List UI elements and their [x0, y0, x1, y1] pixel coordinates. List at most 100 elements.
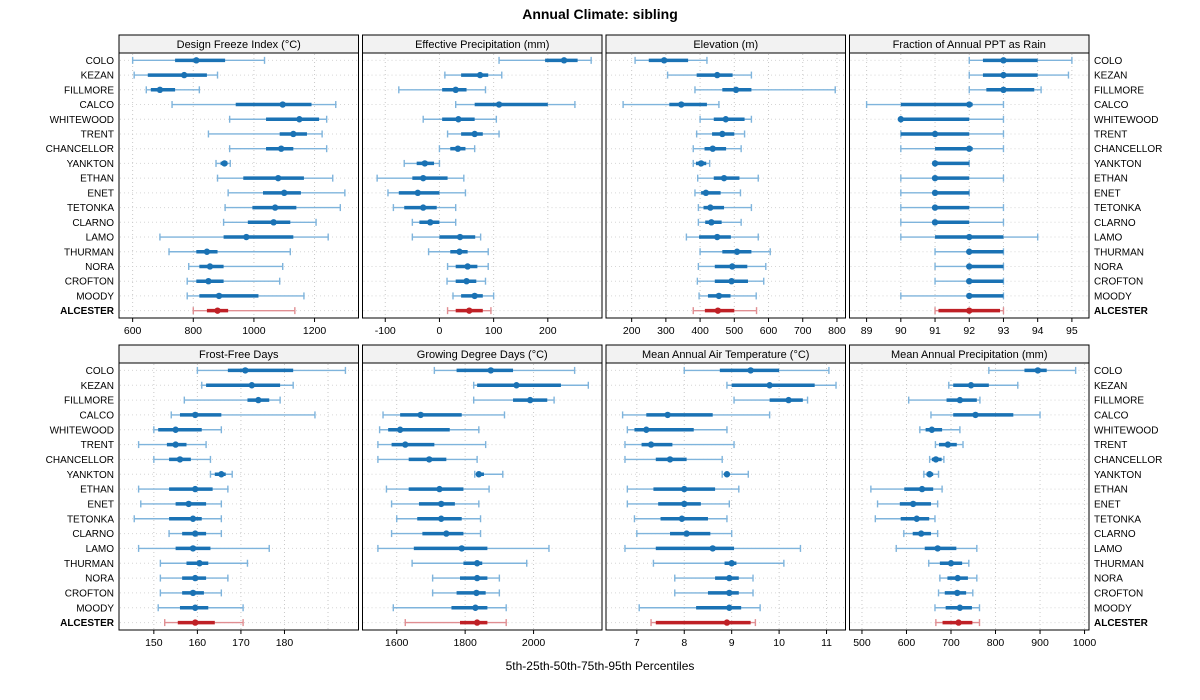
- median-dot: [426, 456, 433, 463]
- percentile-bar-ethan: [216, 174, 334, 182]
- median-dot: [419, 174, 427, 182]
- median-dot: [931, 130, 939, 138]
- percentile-bar-trent: [900, 130, 1005, 138]
- station-label-left: ETHAN: [80, 485, 114, 496]
- label: 7: [634, 637, 640, 649]
- label: 600: [760, 325, 778, 337]
- median-dot: [709, 145, 716, 152]
- median-dot: [785, 396, 792, 404]
- percentile-bar-chancellor: [900, 145, 1005, 153]
- median-dot: [560, 57, 568, 64]
- percentile-bar-enet: [694, 189, 742, 197]
- label: Mean Annual Precipitation (mm): [891, 349, 1048, 361]
- median-dot: [926, 471, 933, 478]
- label: 300: [657, 325, 675, 337]
- median-dot: [436, 485, 443, 493]
- station-label-left: WHITEWOOD: [50, 115, 114, 126]
- percentile-bar-moody: [452, 292, 495, 300]
- median-dot: [1000, 57, 1007, 64]
- median-dot: [277, 145, 285, 152]
- label: 800: [987, 637, 1005, 649]
- median-dot: [270, 219, 277, 226]
- median-dot: [443, 530, 450, 537]
- median-dot: [437, 500, 445, 508]
- label: 700: [794, 325, 812, 337]
- station-label-left: ALCESTER: [60, 306, 115, 317]
- median-dot: [928, 426, 936, 433]
- station-label-left: YANKTON: [67, 470, 114, 481]
- station-label-right: CLARNO: [1094, 218, 1136, 229]
- median-dot: [728, 560, 735, 567]
- percentile-bar-tetonka: [633, 515, 728, 523]
- percentile-bar-trent: [137, 441, 207, 449]
- percentile-bar-trent: [446, 130, 500, 138]
- median-dot: [702, 189, 710, 197]
- label: 500: [726, 325, 744, 337]
- station-label-right: WHITEWOOD: [1094, 425, 1158, 436]
- panel-area: [605, 362, 846, 631]
- median-dot: [471, 130, 478, 138]
- median-dot: [156, 86, 164, 94]
- median-dot: [427, 219, 434, 226]
- median-dot: [1000, 86, 1007, 94]
- median-dot: [723, 619, 731, 626]
- percentile-bar-yankton: [721, 470, 749, 478]
- percentile-bar-kezan: [133, 71, 219, 79]
- panel-fraction-of-annual-ppt-as-rain: Fraction of Annual PPT as Rain 89 90 91 92 93…: [849, 34, 1162, 337]
- percentile-bar-tetonka: [396, 515, 482, 523]
- median-dot: [464, 263, 471, 270]
- panel-growing-degree-days-c: Growing Degree Days (°C) 1600 1800 2000: [362, 344, 603, 649]
- median-dot: [203, 248, 211, 255]
- median-dot: [647, 441, 655, 448]
- percentile-bar-enet: [900, 189, 970, 197]
- median-dot: [954, 589, 961, 597]
- label: 89: [861, 325, 873, 337]
- percentile-bar-enet: [626, 500, 731, 508]
- station-label-right: FILLMORE: [1094, 85, 1144, 96]
- panel-frost-free-days: Frost-Free Days 150 160 170 180 COLO KEZAN FILL…: [46, 344, 359, 649]
- median-dot: [192, 619, 199, 626]
- median-dot: [189, 545, 197, 552]
- median-dot: [172, 426, 179, 433]
- percentile-bar-moody: [186, 292, 305, 300]
- median-dot: [281, 189, 288, 197]
- median-dot: [296, 116, 303, 123]
- panel-area: [118, 52, 359, 319]
- percentile-bar-moody: [900, 292, 1005, 300]
- median-dot: [714, 307, 722, 314]
- median-dot: [729, 263, 736, 270]
- percentile-bar-calco: [930, 411, 1041, 419]
- label: 150: [145, 637, 163, 649]
- percentile-bar-tetonka: [392, 204, 457, 212]
- label: 500: [853, 637, 871, 649]
- median-dot: [421, 160, 429, 167]
- median-dot: [495, 101, 503, 108]
- percentile-bar-fillmore: [908, 396, 981, 404]
- percentile-bar-moody: [698, 292, 757, 300]
- label: 200: [623, 325, 641, 337]
- station-label-right: CHANCELLOR: [1094, 455, 1162, 466]
- median-dot: [966, 263, 973, 270]
- label: 8: [681, 637, 687, 649]
- percentile-bar-alcester: [692, 307, 758, 315]
- station-label-left: CALCO: [80, 100, 115, 111]
- station-label-left: CROFTON: [65, 277, 114, 288]
- percentile-bar-crofton: [934, 277, 1005, 285]
- station-label-left: KEZAN: [81, 381, 114, 392]
- median-dot: [766, 382, 773, 389]
- median-dot: [934, 545, 941, 552]
- percentile-bar-moody: [638, 604, 761, 612]
- station-label-right: COLO: [1094, 56, 1123, 67]
- percentile-bar-lamo: [624, 544, 802, 552]
- station-label-left: COLO: [86, 56, 115, 67]
- median-dot: [726, 589, 733, 597]
- station-label-right: FILLMORE: [1094, 396, 1144, 407]
- percentile-bar-colo: [988, 366, 1077, 374]
- median-dot: [713, 71, 721, 79]
- median-dot: [664, 411, 671, 419]
- label: 91: [929, 325, 941, 337]
- median-dot: [458, 545, 465, 552]
- station-label-right: CALCO: [1094, 100, 1129, 111]
- station-label-left: ENET: [87, 188, 114, 199]
- median-dot: [732, 86, 740, 94]
